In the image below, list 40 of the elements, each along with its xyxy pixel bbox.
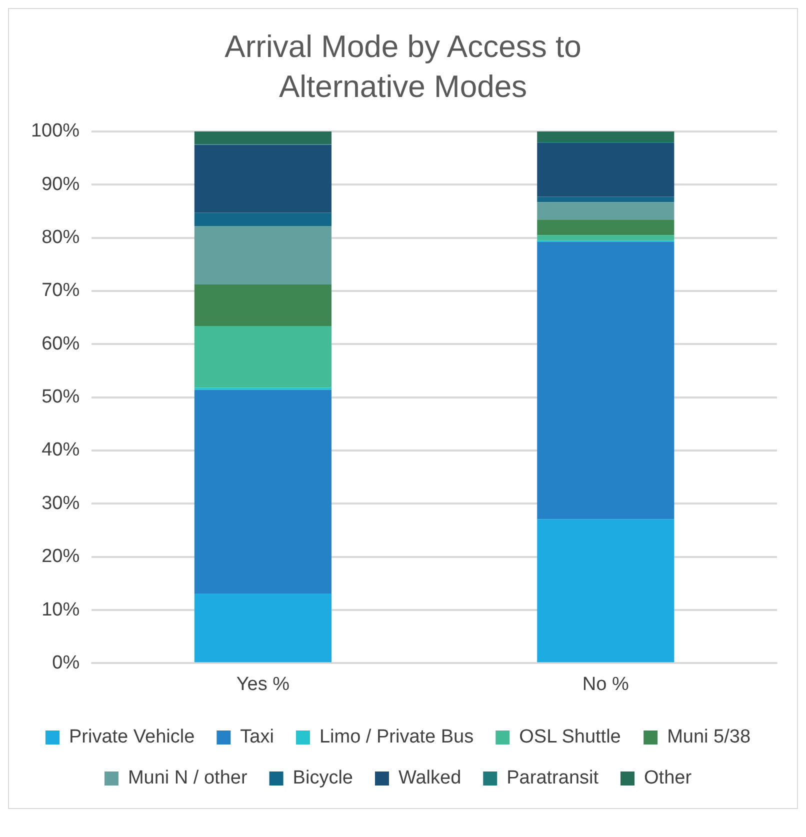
bar [537, 142, 674, 196]
bar [537, 219, 674, 235]
legend-label: Taxi [240, 726, 274, 748]
bar [194, 212, 332, 226]
bar [194, 226, 332, 284]
bar [537, 234, 674, 240]
bar [194, 144, 332, 212]
bar [194, 284, 332, 326]
legend-label: OSL Shuttle [519, 726, 621, 748]
chart-title: Arrival Mode by Access to Alternative Modes [224, 28, 582, 106]
y-tick-label: 60% [42, 332, 80, 354]
bar [194, 389, 332, 594]
x-tick-label: Yes % [236, 673, 290, 694]
legend-label: Limo / Private Bus [319, 726, 474, 748]
x-tick-label: No % [582, 673, 629, 694]
legend-label: Muni N / other [128, 767, 248, 788]
bar [194, 326, 332, 388]
legend-label: Private Vehicle [68, 726, 195, 748]
bar [537, 518, 674, 662]
y-tick-label: 100% [30, 120, 80, 142]
bar [194, 593, 332, 662]
y-tick-label: 70% [42, 280, 80, 301]
bar [194, 130, 332, 144]
y-tick-label: 10% [42, 598, 80, 620]
legend-label: Paratransit [506, 767, 600, 788]
y-tick-label: 90% [42, 173, 80, 194]
legend-label: Other [644, 767, 692, 788]
legend-label: Muni 5/38 [667, 726, 751, 748]
y-tick-label: 50% [42, 386, 80, 408]
legend-label: Walked [398, 767, 462, 788]
y-tick-label: 80% [42, 226, 80, 248]
legend-label: Bicycle [292, 767, 353, 788]
bar [537, 130, 674, 142]
y-tick-label: 20% [42, 546, 80, 567]
y-tick-label: 0% [52, 652, 80, 674]
y-tick-label: 30% [42, 492, 80, 514]
y-tick-label: 40% [42, 439, 80, 460]
bar [537, 242, 674, 519]
bar [537, 196, 674, 202]
bar [537, 202, 674, 220]
